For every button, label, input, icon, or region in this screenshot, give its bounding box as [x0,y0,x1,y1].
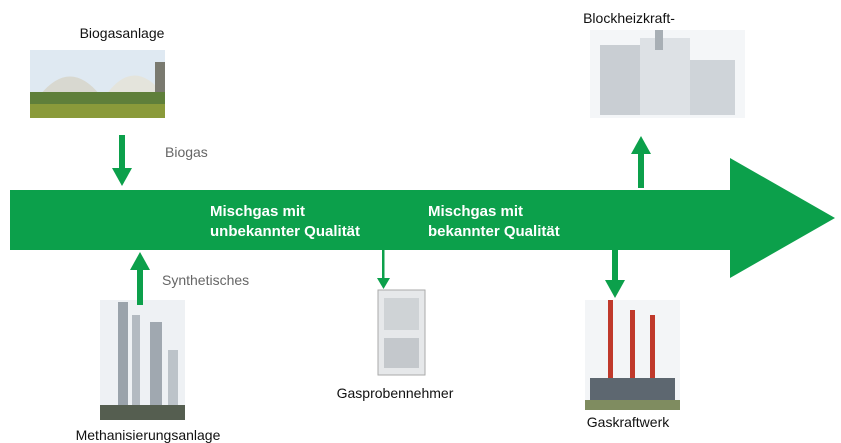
node-label: Biogasanlage [80,25,165,41]
node-label: Methanisierungsanlage [76,427,221,443]
chp-arrow-head [631,136,651,154]
methanation-plant-image [100,300,185,420]
segment-label: bekannter Qualität [428,223,560,240]
segment-label: Mischgas mit [210,203,305,220]
power-plant-arrow-head [605,280,625,298]
flow-label: Synthetisches [162,272,249,288]
synthetic-arrow [137,268,143,305]
chp-arrow [638,152,644,188]
diagram: Biogasanlage Blockheizkraft- Methanisier… [0,0,841,443]
node-label: Gaskraftwerk [587,414,670,430]
main-arrow [10,158,835,278]
sampler-arrow-head [377,278,390,289]
node-label: Gasprobennehmer [337,385,454,401]
biogas-plant-image [30,50,165,118]
gas-sampler-image [378,290,425,375]
synthetic-arrow-head [130,252,150,270]
biogas-arrow-head [112,168,132,186]
power-plant-arrow [612,250,618,282]
biogas-arrow [119,135,125,170]
sampler-arrow [382,250,385,280]
node-label: Blockheizkraft- [583,10,675,26]
chp-plant-image [590,30,745,118]
flow-label: Biogas [165,144,208,160]
gas-power-plant-image [585,300,680,410]
segment-label: Mischgas mit [428,203,523,220]
segment-label: unbekannter Qualität [210,223,360,240]
